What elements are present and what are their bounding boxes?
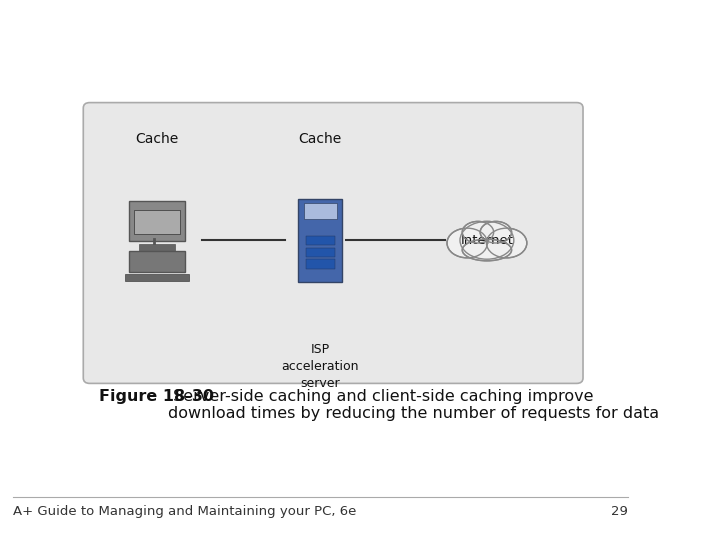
Ellipse shape [462, 239, 512, 261]
Ellipse shape [487, 228, 527, 258]
FancyBboxPatch shape [304, 203, 337, 219]
FancyBboxPatch shape [306, 235, 335, 245]
Text: ISP
acceleration
server: ISP acceleration server [282, 343, 359, 390]
FancyBboxPatch shape [306, 247, 335, 256]
Text: Figure 18-30: Figure 18-30 [99, 389, 215, 404]
Ellipse shape [447, 228, 487, 258]
Text: A+ Guide to Managing and Maintaining your PC, 6e: A+ Guide to Managing and Maintaining you… [13, 505, 356, 518]
FancyBboxPatch shape [84, 103, 583, 383]
Text: Cache: Cache [299, 132, 342, 146]
Text: Server-side caching and client-side caching improve
download times by reducing t: Server-side caching and client-side cach… [168, 389, 659, 421]
FancyBboxPatch shape [129, 201, 185, 241]
FancyBboxPatch shape [298, 199, 342, 281]
Ellipse shape [460, 221, 514, 259]
FancyBboxPatch shape [129, 251, 185, 272]
FancyBboxPatch shape [134, 211, 180, 234]
FancyBboxPatch shape [125, 273, 189, 281]
Text: Cache: Cache [135, 132, 179, 146]
Ellipse shape [462, 221, 494, 243]
Ellipse shape [480, 221, 512, 243]
FancyBboxPatch shape [306, 259, 335, 268]
Text: Internet: Internet [460, 234, 513, 247]
FancyBboxPatch shape [139, 245, 175, 253]
Text: 29: 29 [611, 505, 628, 518]
